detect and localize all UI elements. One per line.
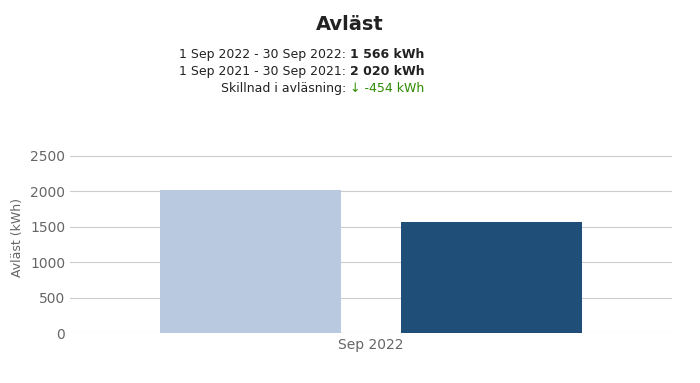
Text: 1 566 kWh: 1 566 kWh — [350, 48, 424, 61]
Bar — [401, 222, 582, 333]
Text: 1 Sep 2021 - 30 Sep 2021:: 1 Sep 2021 - 30 Sep 2021: — [179, 65, 350, 78]
Bar — [160, 190, 341, 333]
Text: Avläst: Avläst — [316, 15, 384, 34]
Text: 1 Sep 2022 - 30 Sep 2022:: 1 Sep 2022 - 30 Sep 2022: — [179, 48, 350, 61]
Text: Skillnad i avläsning:: Skillnad i avläsning: — [220, 82, 350, 95]
Text: ↓ -454 kWh: ↓ -454 kWh — [350, 82, 424, 95]
Y-axis label: Avläst (kWh): Avläst (kWh) — [11, 198, 25, 277]
Legend: Avläst 01 Sep 2021 - 30 Sep 2021, Avläst 01 Sep 2022 - 30 Sep 2022: Avläst 01 Sep 2021 - 30 Sep 2021, Avläst… — [136, 381, 606, 383]
Text: 2 020 kWh: 2 020 kWh — [350, 65, 425, 78]
